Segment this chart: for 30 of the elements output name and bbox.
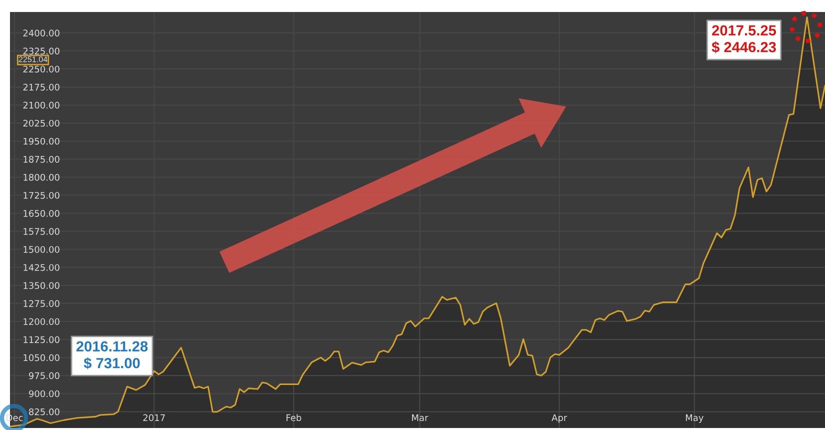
- y-tick-label: 1800.00: [24, 174, 60, 181]
- y-tick-label: 2325.00: [23, 48, 60, 55]
- x-tick-label: May: [686, 414, 704, 423]
- y-tick-label: 2250.00: [23, 66, 60, 73]
- y-tick-label: 1200.00: [24, 318, 60, 326]
- y-tick-label: 2175.00: [23, 84, 60, 91]
- y-tick-label: 1425.00: [24, 264, 60, 271]
- x-tick-label: Feb: [286, 414, 302, 422]
- y-tick-label: 1500.00: [24, 246, 60, 253]
- y-tick-label: 1575.00: [24, 228, 60, 235]
- y-tick-label: 1650.00: [24, 210, 60, 217]
- x-tick-label: Apr: [552, 414, 568, 423]
- y-tick-label: 2025.00: [23, 120, 60, 127]
- y-tick-label: 900.00: [28, 390, 60, 398]
- y-tick-label: 1275.00: [24, 300, 60, 307]
- annotation: 2251.04: [18, 56, 48, 62]
- y-tick-label: 1125.00: [24, 336, 60, 344]
- y-tick-label: 1350.00: [24, 282, 60, 289]
- y-tick-label: 1050.00: [24, 354, 60, 362]
- y-tick-label: 2100.00: [23, 102, 60, 109]
- annotation: 2017.5.25 $ 2446.23: [712, 25, 776, 54]
- y-tick-label: 825.00: [29, 408, 60, 416]
- y-tick-label: 975.00: [28, 372, 60, 380]
- y-tick-label: 1950.00: [24, 138, 60, 145]
- y-tick-label: 1875.00: [24, 156, 60, 163]
- x-tick-label: Mar: [412, 414, 428, 422]
- annotation: 2016.11.28 $ 731.00: [76, 341, 148, 370]
- y-tick-label: 1725.00: [24, 192, 60, 199]
- y-tick-label: 2400.00: [23, 30, 60, 36]
- x-tick-label: 2017: [143, 414, 165, 422]
